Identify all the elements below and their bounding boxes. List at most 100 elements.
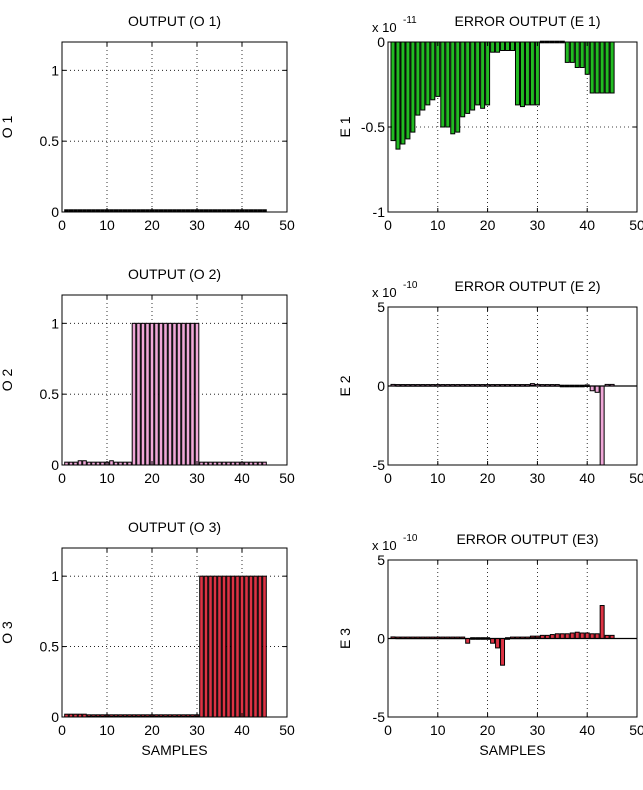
x-axis-label: SAMPLES	[141, 742, 207, 758]
bar	[64, 209, 69, 212]
bar	[127, 209, 132, 212]
chart-panel-3: 0 10 20 30 40 50 0 0.5 1 OUTPUT (O 2) O 2	[0, 266, 295, 486]
x-tick-label: 10	[430, 722, 446, 738]
bar	[226, 209, 231, 212]
chart-title: ERROR OUTPUT (E3)	[456, 531, 598, 547]
exponent-power: -11	[403, 15, 417, 26]
bar	[574, 631, 580, 639]
x-tick-label: 50	[279, 722, 295, 738]
bar	[465, 41, 471, 114]
bar	[534, 635, 540, 639]
chart-title: OUTPUT (O 3)	[128, 519, 221, 535]
bar	[154, 322, 159, 466]
exponent-power: -10	[403, 533, 418, 544]
x-tick-label: 0	[384, 470, 392, 486]
bar	[564, 41, 570, 63]
bar	[248, 575, 254, 718]
bar	[554, 633, 560, 639]
bar	[262, 209, 267, 212]
bar	[604, 41, 610, 94]
x-tick-label: 10	[99, 470, 115, 486]
bar	[262, 575, 267, 718]
bar	[599, 41, 605, 94]
bar	[450, 41, 456, 135]
bar	[230, 575, 236, 718]
bar	[172, 714, 177, 717]
bar	[584, 41, 590, 75]
bar	[172, 322, 177, 466]
bar	[167, 322, 173, 466]
bar	[154, 209, 159, 212]
bar	[77, 209, 83, 212]
bar	[167, 714, 173, 717]
bar	[131, 209, 137, 212]
y-tick-label: 0.5	[40, 133, 60, 149]
x-tick-label: 20	[144, 470, 160, 486]
x-tick-label: 20	[480, 722, 496, 738]
y-tick-label: 0	[377, 631, 385, 647]
x-tick-label: 40	[579, 722, 595, 738]
bar	[136, 209, 141, 212]
bar	[145, 714, 150, 717]
bar	[435, 41, 441, 97]
x-tick-label: 20	[480, 217, 496, 233]
y-tick-label: 0	[51, 457, 59, 473]
bar	[199, 575, 204, 718]
bar	[514, 41, 520, 106]
bar	[82, 209, 87, 212]
bar	[524, 41, 530, 106]
bar	[158, 209, 164, 212]
bar	[529, 635, 535, 639]
bar	[82, 460, 87, 466]
y-axis-label: O 1	[0, 116, 15, 139]
bar	[86, 209, 92, 212]
bar	[176, 714, 182, 717]
exponent-label: x 10	[372, 538, 397, 553]
bar	[190, 209, 195, 212]
x-tick-label: 40	[234, 470, 250, 486]
bar	[221, 575, 227, 718]
bar	[465, 638, 471, 644]
bar	[529, 383, 535, 386]
bar	[172, 209, 177, 212]
y-tick-label: -1	[373, 204, 386, 220]
bar	[470, 41, 476, 111]
x-tick-label: 10	[99, 722, 115, 738]
y-tick-label: 1	[51, 62, 59, 78]
bar	[77, 460, 83, 466]
bar	[190, 322, 195, 466]
y-tick-label: 0	[51, 204, 59, 220]
y-tick-label: 0	[377, 378, 385, 394]
x-tick-label: 0	[384, 217, 392, 233]
bar	[149, 322, 155, 466]
bar	[529, 41, 535, 106]
bar	[131, 714, 137, 717]
bar	[140, 209, 146, 212]
x-axis-label: SAMPLES	[479, 742, 545, 758]
chart-panel-2: 0 10 20 30 40 50 -1 -0.5 0 ERROR OUTPUT (E 1) x 10…	[337, 13, 643, 233]
bar	[176, 209, 182, 212]
x-tick-label: 0	[58, 470, 66, 486]
bar	[113, 209, 119, 212]
y-tick-label: 5	[377, 552, 385, 568]
bar	[181, 209, 186, 212]
bar	[594, 385, 600, 393]
bar	[212, 575, 218, 718]
bar	[100, 714, 105, 717]
bar	[158, 322, 164, 466]
bar	[230, 209, 236, 212]
y-tick-label: 1	[51, 315, 59, 331]
bar	[158, 714, 164, 717]
bar	[589, 41, 595, 94]
bar	[235, 575, 240, 718]
bar	[395, 41, 401, 150]
bar	[194, 322, 200, 466]
bar	[235, 209, 240, 212]
bar	[199, 209, 204, 212]
bar	[257, 575, 263, 718]
bar	[534, 41, 540, 106]
x-tick-label: 30	[189, 470, 205, 486]
x-tick-label: 30	[530, 722, 546, 738]
